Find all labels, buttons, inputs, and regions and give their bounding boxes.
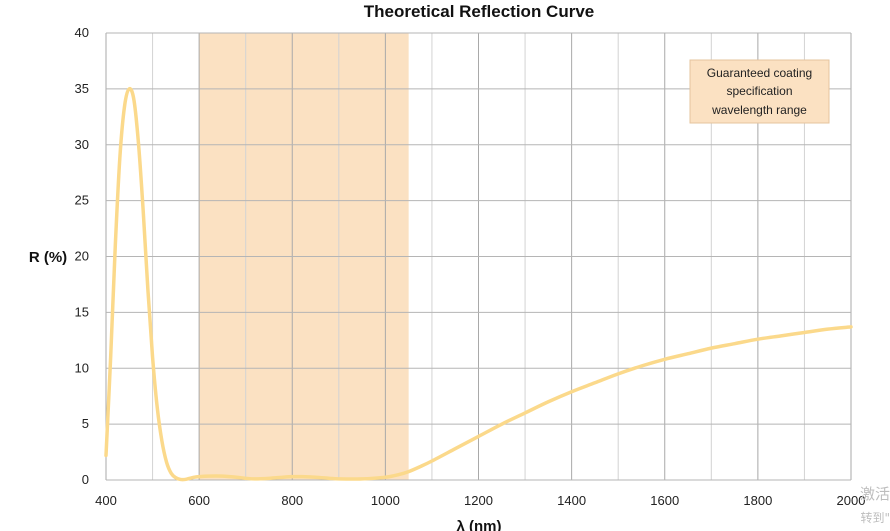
x-tick-label: 400 — [95, 493, 117, 508]
x-axis-label: λ (nm) — [457, 518, 502, 531]
y-tick-label: 35 — [75, 81, 89, 96]
y-tick-label: 15 — [75, 304, 89, 319]
y-tick-label: 30 — [75, 137, 89, 152]
x-tick-label: 1400 — [557, 493, 586, 508]
y-axis-label: R (%) — [29, 249, 67, 266]
y-tick-label: 0 — [82, 472, 89, 487]
legend-box — [689, 59, 830, 124]
x-tick-label: 1800 — [743, 493, 772, 508]
y-tick-label: 10 — [75, 360, 89, 375]
x-tick-label: 800 — [281, 493, 303, 508]
y-tick-label: 25 — [75, 193, 89, 208]
x-tick-label: 2000 — [837, 493, 866, 508]
y-tick-label: 40 — [75, 25, 89, 40]
x-tick-label: 600 — [188, 493, 210, 508]
legend-line-2: specification — [726, 84, 792, 98]
watermark-line-2: 转到" — [860, 511, 890, 525]
watermark-line-1: 激活 — [859, 485, 890, 503]
legend-line-1: Guaranteed coating — [707, 66, 812, 80]
legend-line-3: wavelength range — [711, 103, 807, 117]
x-tick-label: 1600 — [650, 493, 679, 508]
x-tick-label: 1000 — [371, 493, 400, 508]
y-tick-label: 5 — [82, 416, 89, 431]
chart-title: Theoretical Reflection Curve — [364, 2, 595, 21]
reflection-curve-line — [104, 87, 853, 482]
x-tick-label: 1200 — [464, 493, 493, 508]
y-tick-label: 20 — [75, 249, 89, 264]
